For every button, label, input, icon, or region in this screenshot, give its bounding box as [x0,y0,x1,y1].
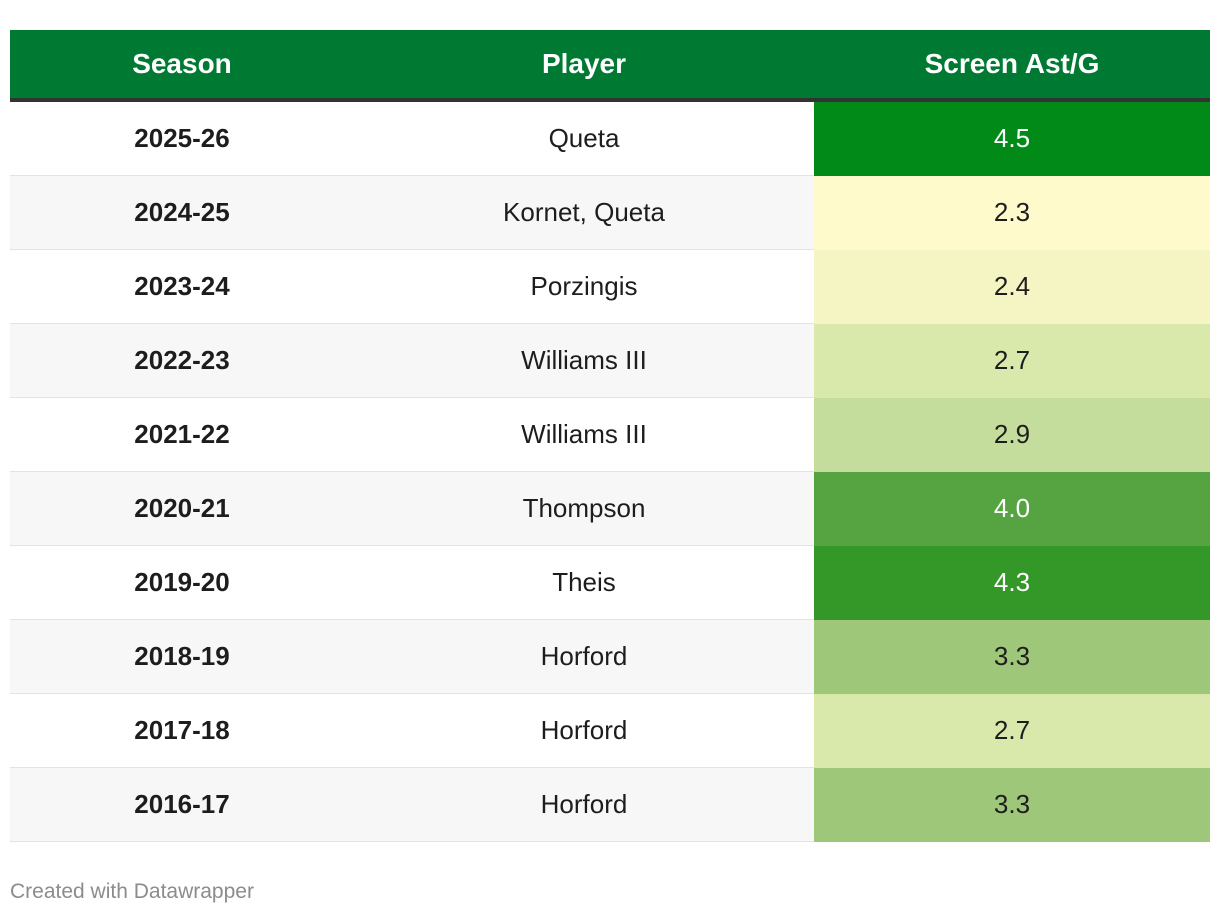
screen-ast-value-cell: 2.4 [814,249,1210,324]
table-row: 2021-22 Williams III 2.9 [10,397,1210,472]
table-row: 2020-21 Thompson 4.0 [10,471,1210,546]
table-row: 2024-25 Kornet, Queta 2.3 [10,175,1210,250]
table-row: 2016-17 Horford 3.3 [10,767,1210,842]
table-body: 2025-26 Queta 4.5 2024-25 Kornet, Queta 2.3 20… [10,100,1210,842]
player-cell: Theis [354,545,814,620]
screen-ast-value-cell: 4.0 [814,471,1210,546]
column-header-screen-ast[interactable]: Screen Ast/G [814,30,1210,102]
season-cell: 2019-20 [10,545,354,620]
screen-ast-value-cell: 3.3 [814,767,1210,842]
season-cell: 2025-26 [10,100,354,176]
player-cell: Williams III [354,397,814,472]
footer-credit: Created with Datawrapper [10,880,254,903]
season-cell: 2022-23 [10,323,354,398]
player-cell: Queta [354,100,814,176]
data-table-container: Season Player Screen Ast/G 2025-26 Queta 4… [10,30,1210,842]
screen-ast-value-cell: 3.3 [814,619,1210,694]
screen-ast-value-cell: 2.7 [814,693,1210,768]
player-cell: Horford [354,693,814,768]
table-row: 2023-24 Porzingis 2.4 [10,249,1210,324]
table-row: 2022-23 Williams III 2.7 [10,323,1210,398]
table-row: 2018-19 Horford 3.3 [10,619,1210,694]
player-cell: Williams III [354,323,814,398]
table-row: 2025-26 Queta 4.5 [10,100,1210,176]
player-cell: Porzingis [354,249,814,324]
table-row: 2017-18 Horford 2.7 [10,693,1210,768]
season-cell: 2017-18 [10,693,354,768]
column-header-player[interactable]: Player [354,30,814,102]
screen-ast-value-cell: 2.3 [814,175,1210,250]
screen-ast-value-cell: 2.7 [814,323,1210,398]
column-header-season[interactable]: Season [10,30,354,102]
season-cell: 2021-22 [10,397,354,472]
season-cell: 2023-24 [10,249,354,324]
season-cell: 2018-19 [10,619,354,694]
data-table: Season Player Screen Ast/G 2025-26 Queta 4… [10,30,1210,842]
screen-ast-value-cell: 2.9 [814,397,1210,472]
player-cell: Kornet, Queta [354,175,814,250]
season-cell: 2024-25 [10,175,354,250]
player-cell: Thompson [354,471,814,546]
player-cell: Horford [354,619,814,694]
player-cell: Horford [354,767,814,842]
table-row: 2019-20 Theis 4.3 [10,545,1210,620]
screen-ast-value-cell: 4.5 [814,100,1210,176]
season-cell: 2020-21 [10,471,354,546]
header-row: Season Player Screen Ast/G [10,30,1210,102]
season-cell: 2016-17 [10,767,354,842]
screen-ast-value-cell: 4.3 [814,545,1210,620]
